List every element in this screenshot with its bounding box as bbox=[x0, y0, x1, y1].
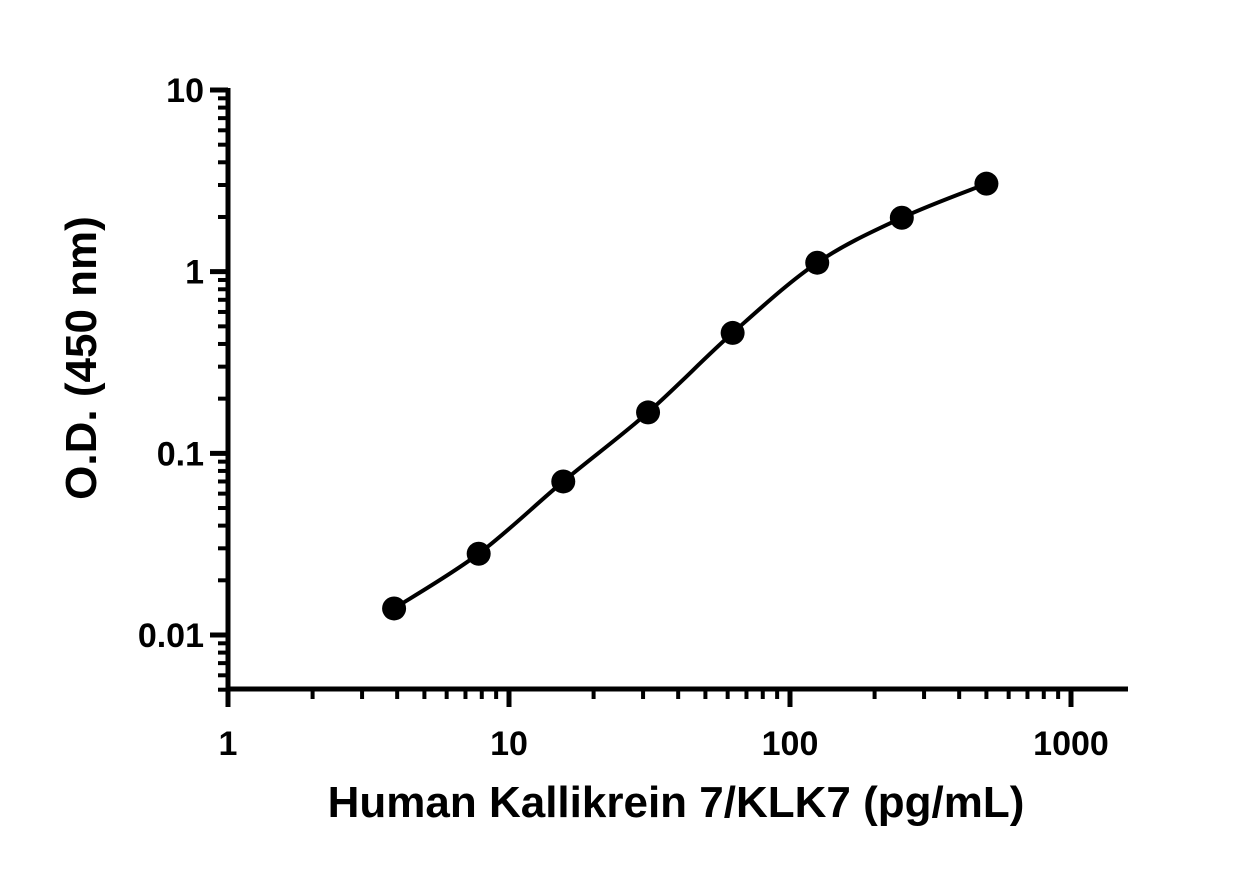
y-tick-label: 1 bbox=[185, 254, 204, 292]
data-point bbox=[466, 541, 491, 566]
data-point bbox=[974, 171, 999, 196]
y-axis-title: O.D. (450 nm) bbox=[57, 216, 106, 500]
y-axis-tick-labels: 0.01 0.1 1 10 bbox=[138, 72, 204, 655]
x-axis-title: Human Kallikrein 7/KLK7 (pg/mL) bbox=[328, 778, 1025, 827]
data-point bbox=[551, 469, 576, 494]
x-tick-label: 10 bbox=[490, 725, 528, 763]
x-tick-label: 1 bbox=[219, 725, 238, 763]
y-axis-ticks bbox=[210, 87, 228, 692]
data-point bbox=[889, 205, 914, 230]
data-point bbox=[720, 320, 745, 345]
data-points bbox=[382, 171, 999, 621]
y-tick-label: 10 bbox=[166, 72, 204, 110]
data-point bbox=[382, 596, 407, 621]
x-tick-label: 1000 bbox=[1033, 725, 1109, 763]
x-axis-ticks bbox=[225, 689, 1074, 707]
y-tick-label: 0.1 bbox=[157, 435, 204, 473]
y-tick-label: 0.01 bbox=[138, 617, 204, 655]
data-point bbox=[636, 400, 661, 425]
data-point bbox=[805, 250, 830, 275]
x-axis-tick-labels: 1 10 100 1000 bbox=[219, 725, 1109, 763]
x-tick-label: 100 bbox=[762, 725, 819, 763]
